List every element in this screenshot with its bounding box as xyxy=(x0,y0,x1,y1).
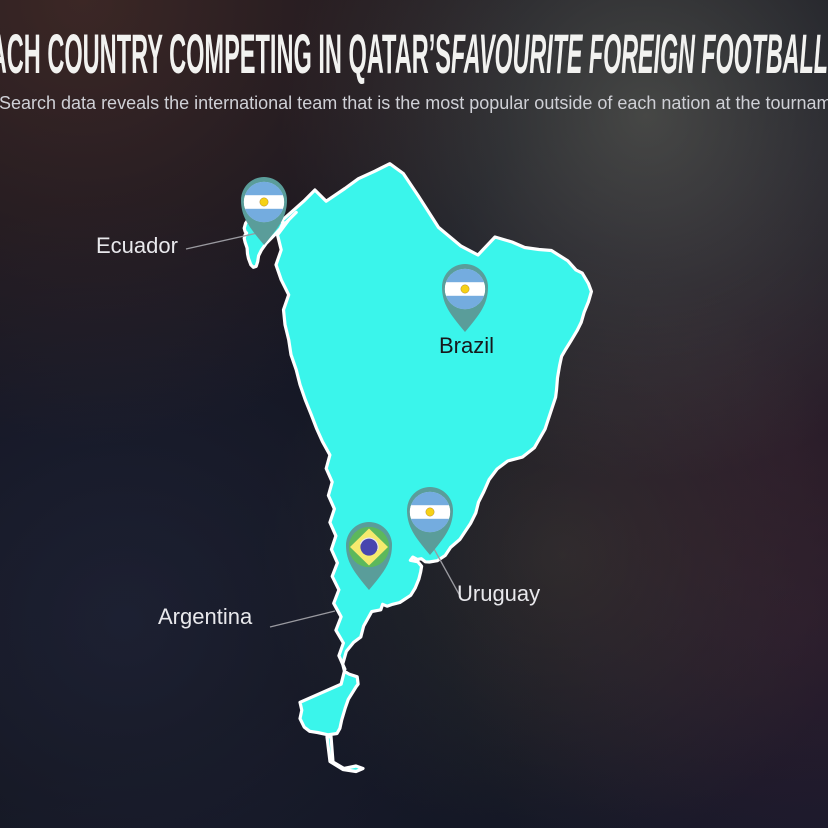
svg-text:Ecuador: Ecuador xyxy=(96,233,178,258)
svg-text:Brazil: Brazil xyxy=(439,333,494,358)
svg-text:Argentina: Argentina xyxy=(158,604,253,629)
svg-text:Uruguay: Uruguay xyxy=(457,581,540,606)
